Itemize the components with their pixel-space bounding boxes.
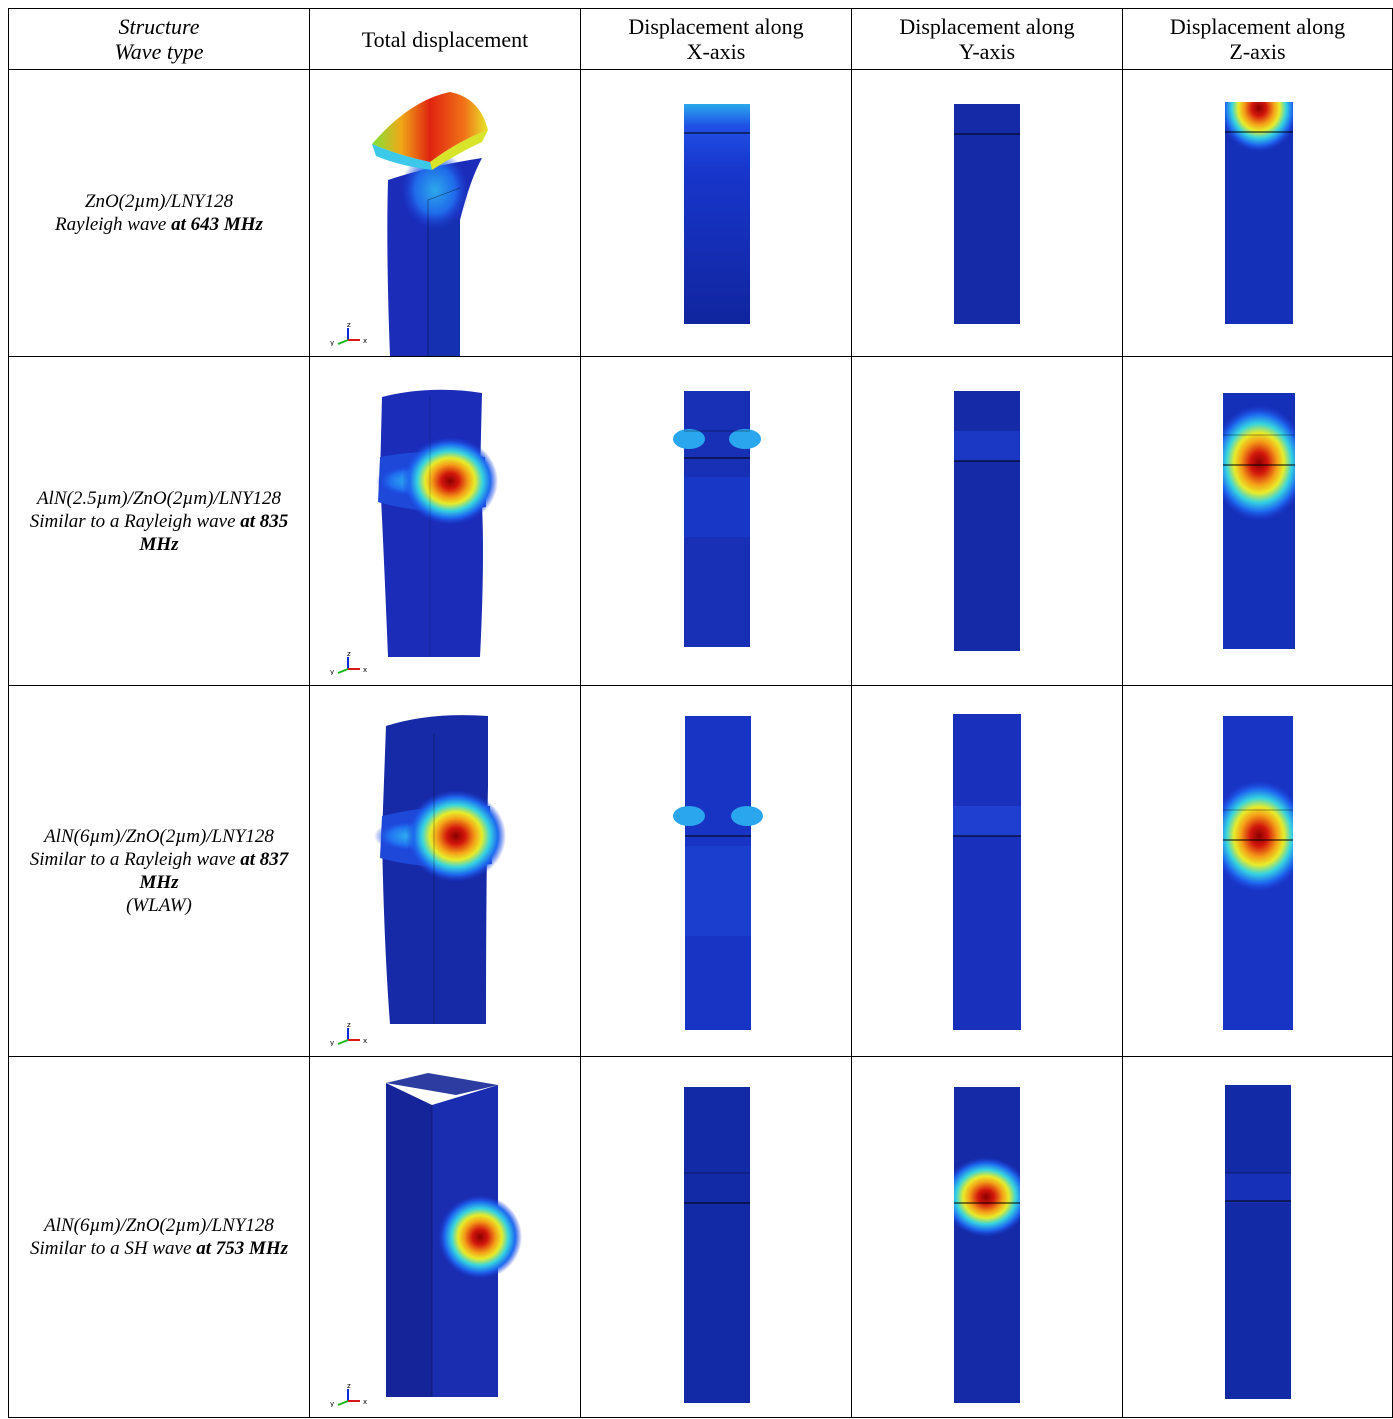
svg-text:y: y [330,1039,334,1046]
header-x: Displacement along X-axis [580,8,852,70]
y-displacement-image [954,1087,1020,1403]
header-x-line2: X-axis [686,39,746,64]
header-total-label: Total displacement [361,26,529,52]
x-displacement-image [684,1087,750,1403]
svg-text:x: x [363,337,367,345]
total-displacement-image [376,389,498,657]
structure-text: AlN(6µm)/ZnO(2µm)/LNY128 [44,1215,274,1236]
z-displacement-cell [1122,1056,1393,1418]
header-structure: Structure Wave type [8,8,310,70]
z-displacement-image [1225,102,1293,324]
header-z: Displacement along Z-axis [1122,8,1393,70]
extra-text: (WLAW) [126,895,192,916]
table-row: ZnO(2µm)/LNY128 Rayleigh wave at 643 MHz… [8,69,1393,357]
y-displacement-image [954,391,1020,651]
z-displacement-image [1223,716,1293,1030]
header-wave-type-label: Wave type [114,39,204,64]
total-displacement-image [372,92,488,356]
z-displacement-image [1223,393,1295,649]
svg-text:y: y [330,668,334,675]
svg-text:z: z [347,651,351,658]
axis-triad-icon: y z x [330,322,367,346]
header-y-line2: Y-axis [958,39,1016,64]
total-displacement-cell: y z x [309,69,581,357]
svg-text:y: y [330,339,334,346]
svg-text:x: x [363,1037,367,1045]
results-table: Structure Wave type Total displacement D… [8,8,1393,1418]
z-displacement-cell [1122,685,1393,1057]
freq-text: at 835 MHz [139,510,289,555]
y-displacement-cell [851,356,1123,686]
axis-triad-icon: y z x [330,1383,367,1407]
header-total: Total displacement [309,8,581,70]
x-displacement-image [673,391,761,647]
x-displacement-image [684,104,750,324]
header-structure-label: Structure [118,14,200,39]
wave-text: Similar to a Rayleigh wave [29,510,241,532]
svg-text:x: x [363,1398,367,1406]
table-row: AlN(6µm)/ZnO(2µm)/LNY128 Similar to a Ra… [8,685,1393,1057]
header-z-line1: Displacement along [1169,14,1346,39]
x-displacement-cell [580,69,852,357]
svg-text:z: z [347,1383,351,1390]
table-row: AlN(6µm)/ZnO(2µm)/LNY128 Similar to a SH… [8,1056,1393,1418]
header-y: Displacement along Y-axis [851,8,1123,70]
header-y-line1: Displacement along [899,14,1075,39]
svg-text:y: y [330,1400,334,1407]
svg-text:z: z [347,1022,351,1029]
row-label: ZnO(2µm)/LNY128 Rayleigh wave at 643 MHz [8,69,310,357]
row-label: AlN(6µm)/ZnO(2µm)/LNY128 Similar to a Ra… [8,685,310,1057]
freq-text: at 837 MHz [139,849,289,893]
wave-text: Similar to a SH wave [29,1238,197,1259]
row-label: AlN(2.5µm)/ZnO(2µm)/LNY128 Similar to a … [8,356,310,686]
total-displacement-cell: y z x [309,685,581,1057]
row-label: AlN(6µm)/ZnO(2µm)/LNY128 Similar to a SH… [8,1056,310,1418]
header-z-line2: Z-axis [1229,39,1286,64]
y-displacement-image [953,714,1021,1030]
total-displacement-image [386,1073,522,1397]
y-displacement-cell [851,1056,1123,1418]
svg-text:z: z [347,322,351,329]
x-displacement-cell [580,685,852,1057]
z-displacement-cell [1122,69,1393,357]
table-row: AlN(2.5µm)/ZnO(2µm)/LNY128 Similar to a … [8,356,1393,686]
wave-text: Rayleigh wave [55,214,172,235]
freq-text: at 753 MHz [196,1238,289,1259]
y-displacement-cell [851,69,1123,357]
x-displacement-image [673,716,763,1030]
axis-triad-icon: y z x [330,651,367,675]
total-displacement-cell: y z x [309,356,581,686]
svg-text:x: x [363,666,367,674]
header-x-line1: Displacement along [628,14,804,39]
z-displacement-image [1225,1085,1291,1399]
x-displacement-cell [580,1056,852,1418]
structure-text: AlN(6µm)/ZnO(2µm)/LNY128 [44,826,274,847]
axis-triad-icon: y z x [330,1022,367,1046]
x-displacement-cell [580,356,852,686]
y-displacement-image [954,104,1020,324]
structure-text: AlN(2.5µm)/ZnO(2µm)/LNY128 [36,487,282,509]
z-displacement-cell [1122,356,1393,686]
wave-text: Similar to a Rayleigh wave [29,849,241,870]
total-displacement-image [374,715,506,1024]
structure-text: ZnO(2µm)/LNY128 [84,191,234,212]
y-displacement-cell [851,685,1123,1057]
total-displacement-cell: y z x [309,1056,581,1418]
freq-text: at 643 MHz [171,214,263,235]
